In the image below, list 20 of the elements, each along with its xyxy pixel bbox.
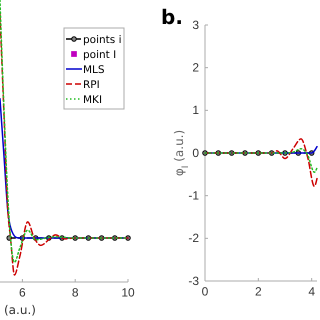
y-tick-label: -1 [188, 188, 200, 203]
legend-label: point I [83, 49, 116, 61]
x-tick-label: 0 [202, 284, 209, 299]
chart-title: b. [161, 5, 183, 29]
y-tick-label: 3 [192, 18, 200, 32]
legend-label: RPI [83, 79, 100, 91]
y-tick-label: 1 [192, 103, 200, 118]
legend-label: points i [83, 34, 122, 46]
y-tick-label: -3 [188, 274, 200, 288]
legend-label: MLS [83, 64, 105, 76]
x-tick-label: 2 [254, 284, 262, 299]
y-tick-label: -2 [188, 231, 200, 246]
x-axis-title: (a.u.) [4, 303, 36, 317]
x-tick-label: 4 [308, 284, 316, 299]
legend-label: MKI [83, 94, 102, 106]
x-tick-label: 10 [121, 286, 135, 300]
x-tick-label: 6 [19, 286, 26, 300]
y-tick-label: 2 [192, 60, 200, 75]
x-tick-label: 8 [72, 286, 79, 300]
y-tick-label: 0 [192, 146, 200, 160]
